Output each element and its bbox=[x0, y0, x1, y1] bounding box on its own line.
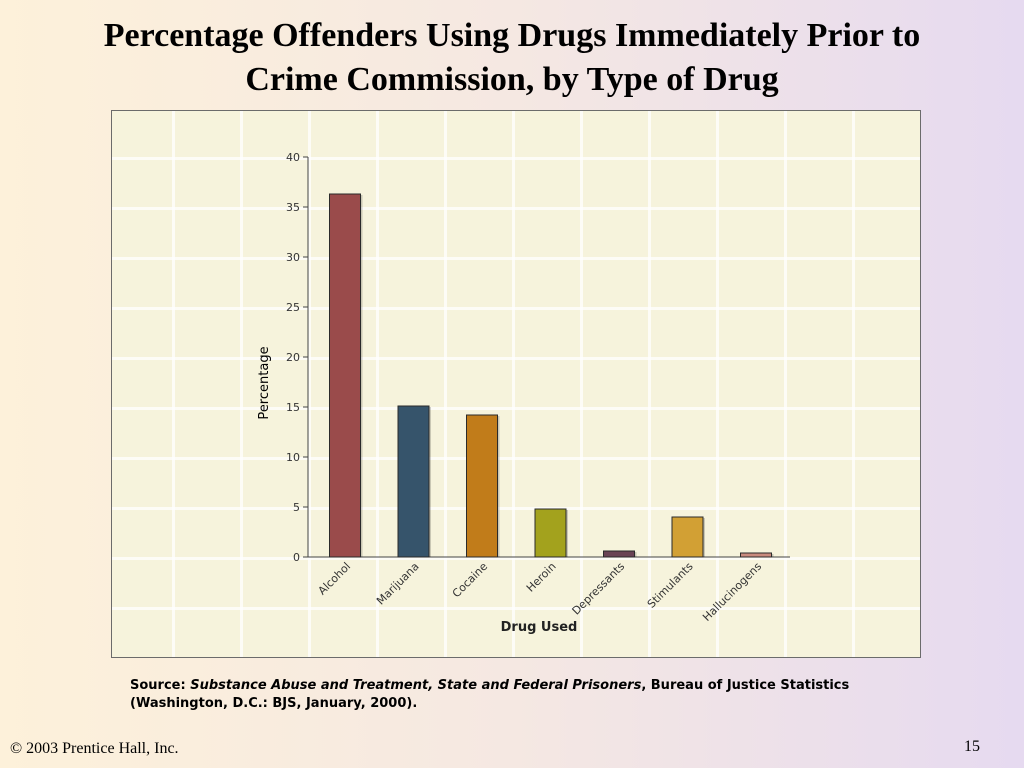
x-tick-label: Hallucinogens bbox=[700, 560, 764, 624]
x-axis-title: Drug Used bbox=[501, 620, 578, 635]
bar-heroin bbox=[534, 508, 567, 558]
bar-marijuana bbox=[397, 405, 430, 558]
y-tick-label: 40 bbox=[286, 151, 300, 164]
page-number: 15 bbox=[964, 738, 980, 755]
y-tick-label: 30 bbox=[286, 251, 300, 264]
y-tick-label: 20 bbox=[286, 351, 300, 364]
bar-cocaine bbox=[466, 414, 498, 558]
source-note: Source: Substance Abuse and Treatment, S… bbox=[130, 677, 910, 713]
slide-title: Percentage Offenders Using Drugs Immedia… bbox=[0, 14, 1024, 102]
copyright-notice: © 2003 Prentice Hall, Inc. bbox=[10, 740, 179, 757]
x-tick-label: Depressants bbox=[569, 560, 627, 618]
y-tick-label: 0 bbox=[293, 551, 300, 564]
y-tick-label: 25 bbox=[286, 301, 300, 314]
y-tick-label: 35 bbox=[286, 201, 300, 214]
source-label: Source: bbox=[130, 678, 186, 693]
y-tick-label: 15 bbox=[286, 401, 300, 414]
y-axis-title: Percentage bbox=[257, 346, 272, 419]
x-tick-label: Cocaine bbox=[450, 560, 490, 600]
bar-hallucinogens bbox=[740, 552, 772, 558]
y-tick-label: 10 bbox=[286, 451, 300, 464]
source-publisher: , Bureau of Justice Statistics (Washingt… bbox=[130, 678, 850, 711]
bar-chart: 0 5 10 15 20 25 30 35 40 Percentage Alcohol Marijua… bbox=[257, 151, 790, 635]
x-tick-label: Stimulants bbox=[645, 560, 696, 611]
x-tick-label: Heroin bbox=[524, 560, 559, 595]
x-tick-label: Alcohol bbox=[316, 560, 354, 598]
slide-title-line-1: Percentage Offenders Using Drugs Immedia… bbox=[103, 17, 921, 54]
source-publication-title: Substance Abuse and Treatment, State and… bbox=[190, 678, 642, 693]
slide-title-line-2: Crime Commission, by Type of Drug bbox=[245, 61, 779, 98]
bar-alcohol bbox=[329, 193, 361, 558]
chart-panel: 0 5 10 15 20 25 30 35 40 Percentage Alcohol Marijua… bbox=[111, 110, 921, 658]
x-tick-label: Marijuana bbox=[374, 560, 422, 608]
bar-depressants bbox=[603, 550, 635, 558]
y-tick-label: 5 bbox=[293, 501, 300, 514]
bar-stimulants bbox=[671, 516, 704, 558]
